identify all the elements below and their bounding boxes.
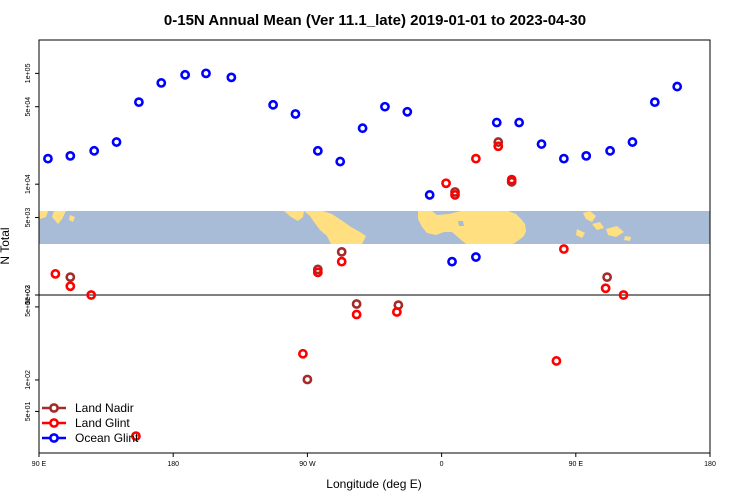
maritime-land-1: [583, 211, 596, 222]
ocean-glint-point: [558, 153, 569, 164]
plot-frame: [38, 39, 711, 454]
y-tick-lower: 1e+02: [25, 370, 32, 390]
land-glint-point: [618, 290, 629, 300]
sri-lanka-land: [69, 215, 75, 222]
y-tick-lower: 5e+02: [25, 297, 32, 317]
ocean-band: [39, 211, 710, 244]
land-nadir-point: [65, 272, 76, 283]
land-glint-legend-marker: [49, 418, 59, 428]
land-nadir-point: [493, 137, 504, 147]
ocean-glint-point: [649, 97, 660, 108]
x-tick-label: 90 E: [32, 461, 47, 468]
ocean-glint-legend-label: Ocean Glint: [75, 431, 139, 445]
maritime-land-2: [592, 222, 604, 230]
land-glint-point: [450, 190, 460, 200]
ocean-glint-point: [226, 72, 237, 83]
ocean-glint-point: [424, 190, 435, 200]
ocean-glint-point: [134, 97, 144, 108]
ocean-glint-point: [470, 252, 481, 262]
land-glint-point: [65, 281, 76, 292]
land-glint-point: [86, 290, 97, 300]
land-nadir-point: [602, 272, 613, 283]
land-glint-point: [391, 307, 402, 317]
x-tick-label: 0: [440, 461, 444, 468]
y-tick-upper: 5e+04: [25, 97, 32, 117]
land-glint-point: [470, 153, 481, 164]
land-glint-point: [600, 283, 611, 294]
land-glint-point: [558, 244, 569, 254]
land-glint-point: [551, 356, 562, 366]
maritime-land-5: [624, 236, 631, 241]
land-glint-point: [506, 174, 517, 185]
y-tick-upper: 1e+04: [25, 174, 32, 194]
y-tick-upper: 5e+03: [25, 208, 32, 228]
land-glint-legend-label: Land Glint: [75, 416, 130, 430]
ocean-glint-point: [43, 153, 53, 164]
x-tick-label: 180: [167, 461, 179, 468]
ocean-glint-point: [627, 137, 638, 147]
land-nadir-legend-marker: [49, 403, 59, 413]
central-america-land: [284, 211, 304, 221]
land-glint-point: [131, 431, 141, 442]
x-tick-label: 90 W: [299, 461, 316, 468]
ocean-glint-point: [536, 139, 547, 149]
land-glint-point: [312, 267, 323, 278]
land-glint-point: [441, 178, 451, 189]
y-axis-label: N Total: [0, 227, 12, 264]
ocean-glint-point: [581, 150, 592, 161]
ocean-glint-point: [514, 117, 525, 128]
ocean-glint-point: [268, 99, 279, 110]
land-nadir-point: [302, 374, 313, 385]
data-points: [43, 68, 683, 442]
africa-interior-lake: [458, 221, 464, 226]
africa-land: [418, 211, 526, 244]
south-america-land: [304, 211, 366, 244]
y-tick-upper: 1e+05: [25, 63, 32, 83]
land-nadir-point: [351, 299, 362, 309]
maritime-land-4: [576, 229, 585, 238]
ocean-glint-point: [357, 123, 368, 134]
ocean-glint-point: [156, 78, 167, 88]
ocean-glint-point: [335, 156, 346, 167]
ocean-glint-point: [491, 117, 502, 128]
ocean-glint-point: [605, 145, 615, 156]
ocean-glint-point: [402, 106, 413, 117]
land-nadir-point: [336, 246, 347, 257]
ocean-glint-legend-marker: [49, 433, 59, 443]
chart-title: 0-15N Annual Mean (Ver 11.1_late) 2019-0…: [164, 12, 586, 29]
land-glint-point: [298, 348, 308, 359]
ocean-glint-point: [290, 109, 301, 119]
land-glint-point: [336, 256, 347, 267]
india-land: [52, 211, 66, 224]
y-tick-lower: 5e+01: [25, 401, 32, 421]
ocean-glint-point: [65, 150, 76, 161]
x-tick-label: 90 E: [569, 461, 584, 468]
land-glint-point: [351, 309, 362, 320]
ocean-glint-point: [447, 256, 457, 267]
ocean-glint-point: [111, 137, 122, 147]
ocean-glint-point: [672, 81, 683, 92]
land-glint-point: [50, 269, 61, 279]
maritime-land-3: [606, 226, 624, 237]
land-nadir-legend-label: Land Nadir: [75, 401, 134, 415]
ocean-glint-point: [180, 69, 191, 80]
ocean-glint-point: [380, 101, 390, 112]
x-axis-label: Longitude (deg E): [326, 477, 421, 491]
ocean-glint-point: [312, 145, 323, 156]
x-tick-label: 180: [704, 461, 716, 468]
y-tick-lower-max: 5e+02: [25, 285, 32, 305]
ocean-glint-point: [201, 68, 211, 79]
y-tick-upper-min: 1e+03: [25, 285, 32, 305]
x-axis: 90 E 180 90 W 0 90 E 180: [32, 453, 716, 468]
map-band: [39, 211, 710, 244]
land-glint-point: [493, 141, 504, 152]
ocean-glint-point: [89, 145, 100, 156]
southeast-asia-land: [39, 211, 48, 219]
